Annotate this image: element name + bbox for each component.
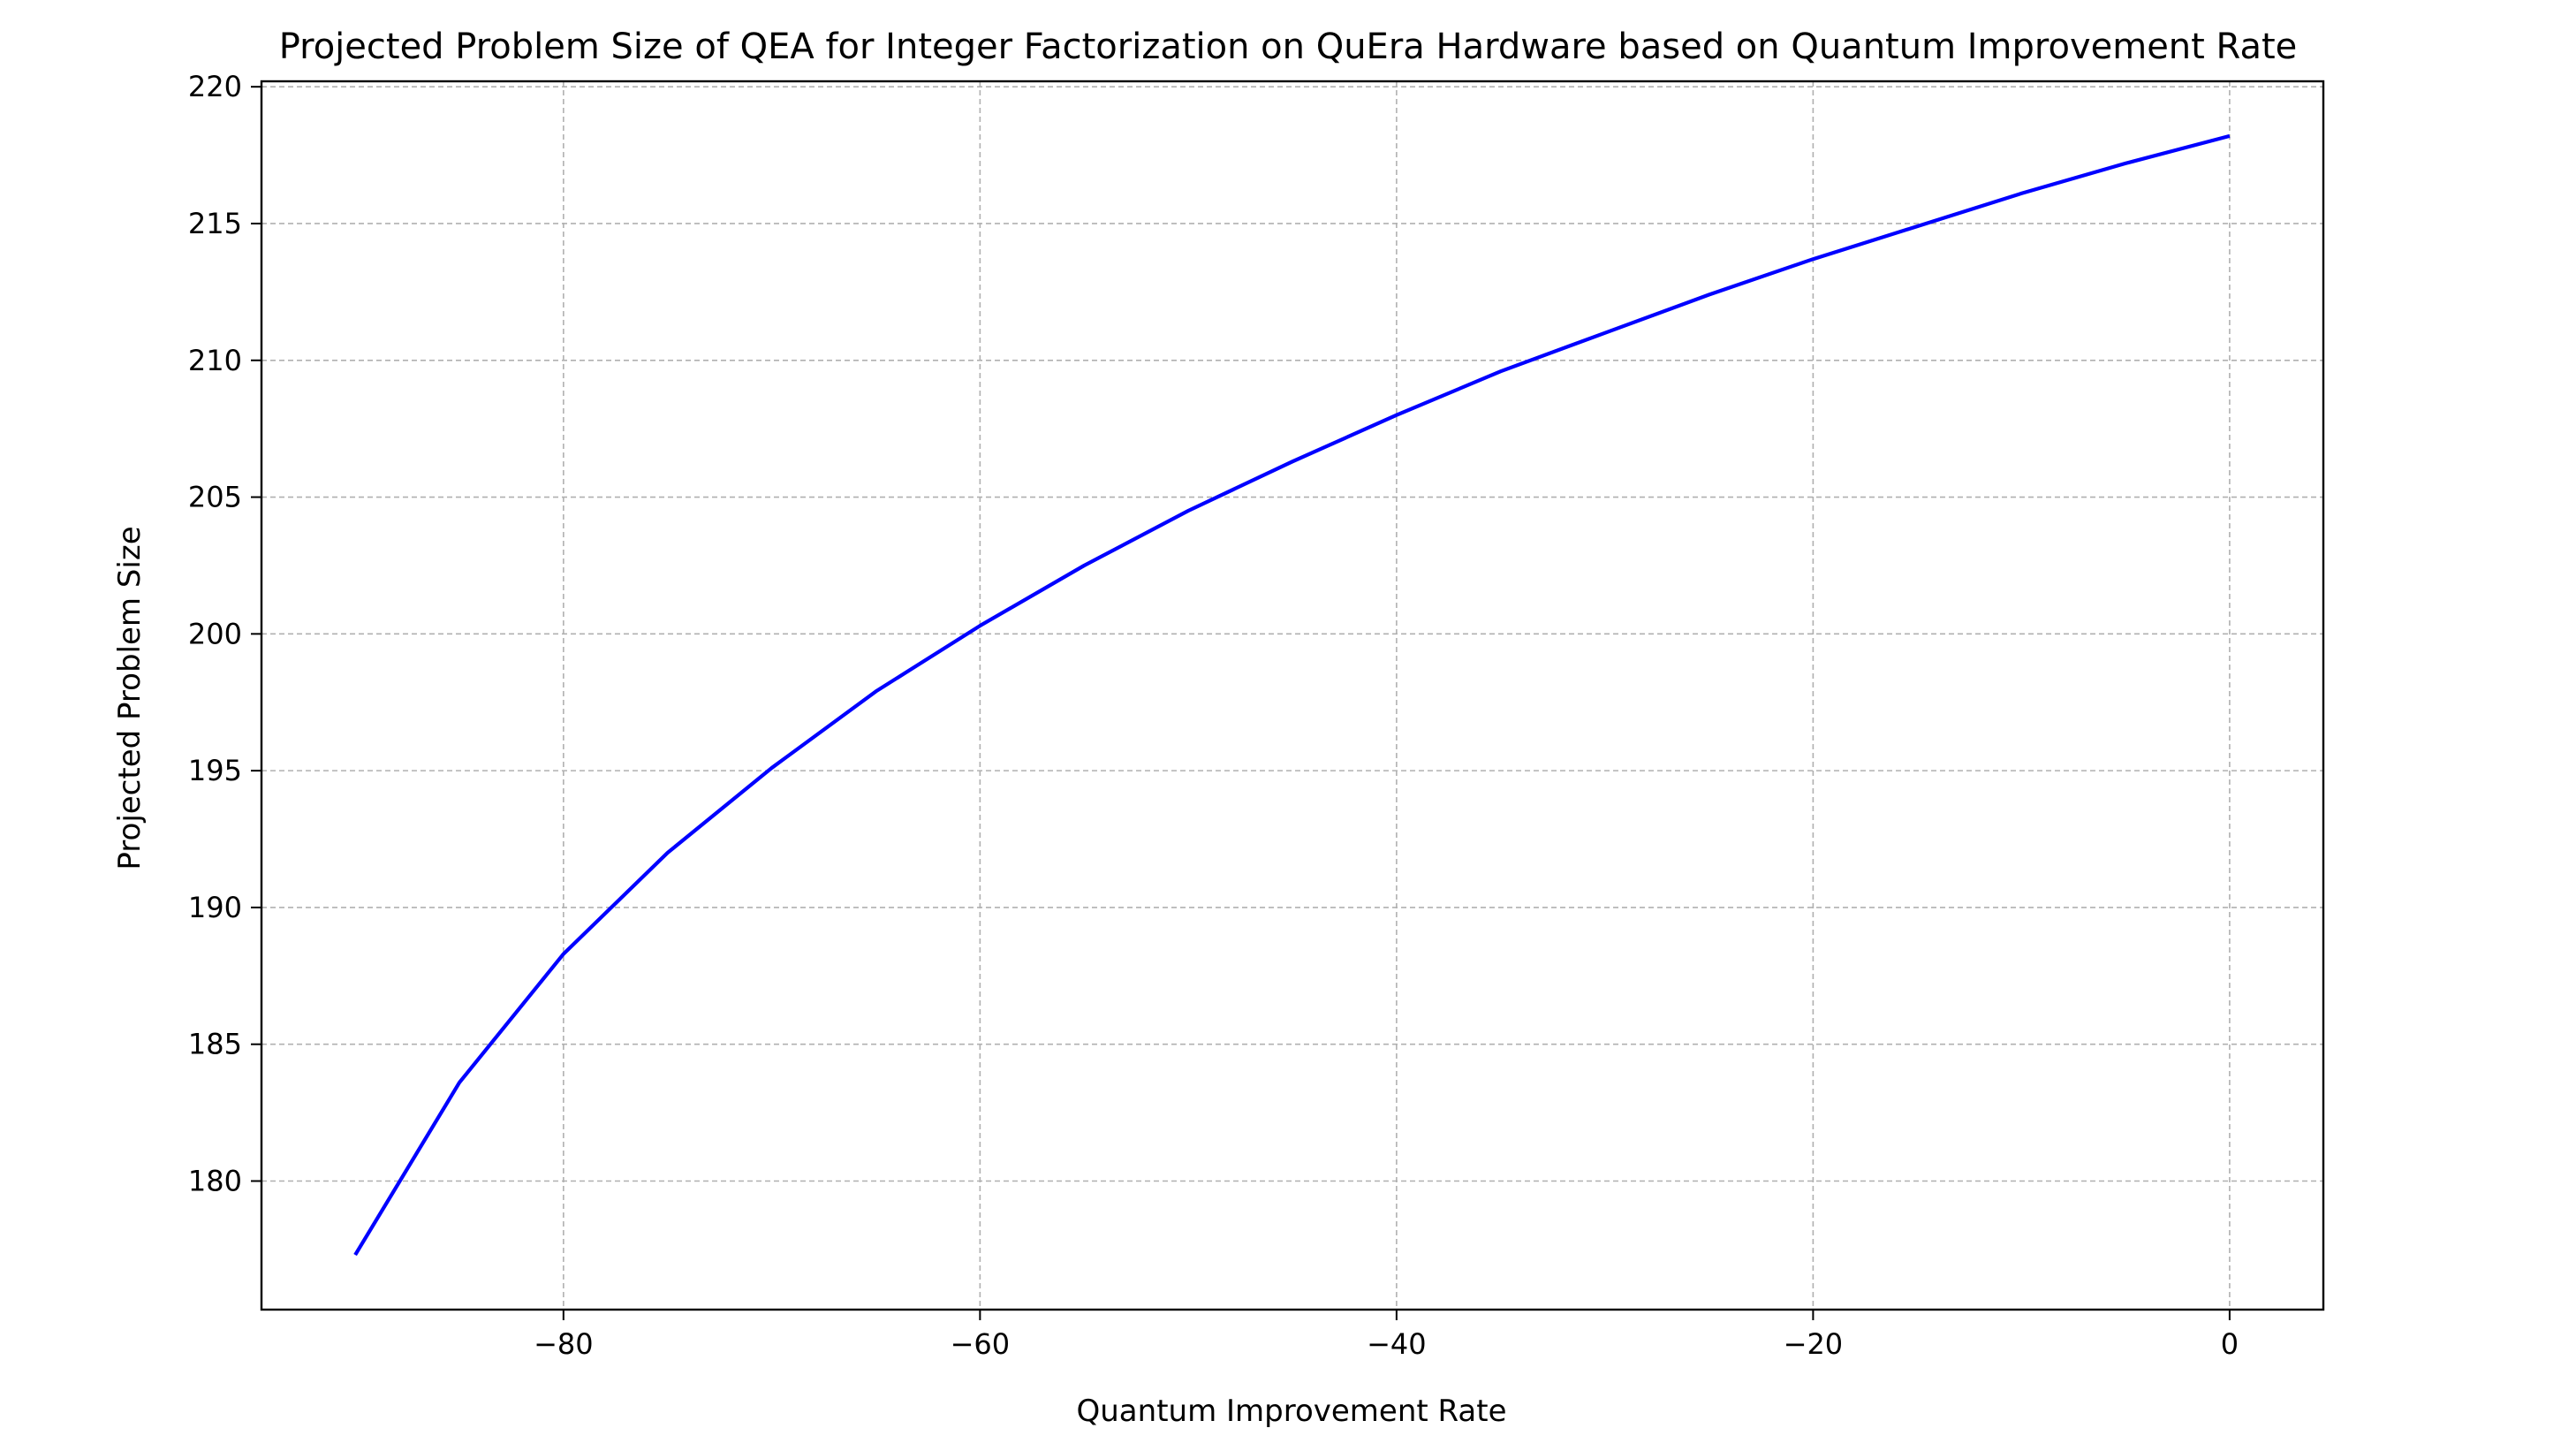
y-tick-label: 190: [188, 891, 242, 924]
y-axis-label: Projected Problem Size: [112, 526, 148, 870]
series-line: [353, 133, 2231, 1257]
y-tick-label: 180: [188, 1164, 242, 1197]
y-axis-ticks: 180 185 190 195 200 205 210 215 220: [188, 70, 261, 1197]
x-tick-label: −80: [534, 1327, 594, 1361]
x-axis-ticks: −80 −60 −40 −20 0: [534, 1310, 2239, 1361]
y-tick-label: 185: [188, 1028, 242, 1061]
x-axis-label: Quantum Improvement Rate: [1077, 1394, 1507, 1429]
x-tick-label: −20: [1784, 1327, 1844, 1361]
series-layer: [353, 133, 2231, 1257]
y-tick-label: 210: [188, 344, 242, 377]
x-tick-label: −60: [951, 1327, 1011, 1361]
y-tick-label: 220: [188, 70, 242, 103]
x-tick-label: −40: [1367, 1327, 1427, 1361]
y-tick-label: 215: [188, 207, 242, 240]
chart-title: Projected Problem Size of QEA for Intege…: [279, 27, 2298, 67]
y-tick-label: 205: [188, 481, 242, 514]
y-tick-label: 200: [188, 617, 242, 650]
x-tick-label: 0: [2221, 1327, 2239, 1361]
plot-frame: [260, 80, 2325, 1311]
y-tick-label: 195: [188, 754, 242, 787]
grid: [261, 81, 2323, 1310]
